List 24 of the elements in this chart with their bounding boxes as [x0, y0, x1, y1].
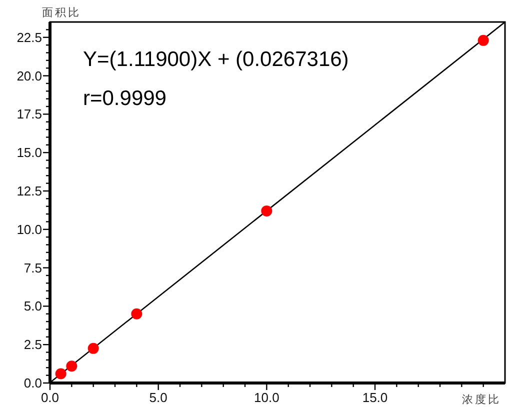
- point: [88, 342, 99, 354]
- annotation: Y=(1.11900)X + (0.0267316): [83, 48, 349, 71]
- y-tick-label: 12.5: [16, 183, 42, 198]
- y-tick-label: 17.5: [16, 106, 42, 122]
- x-tick-label: 5.0: [149, 390, 168, 405]
- point: [66, 360, 78, 372]
- annotation: r=0.9999: [83, 87, 166, 110]
- y-tick-label: 0.0: [24, 376, 42, 390]
- point: [55, 368, 66, 380]
- y-tick-label: 7.5: [24, 260, 42, 276]
- x-tick-label: 0.0: [40, 390, 60, 405]
- y-tick-label: 5.0: [24, 298, 42, 314]
- y-tick-label: 15.0: [16, 145, 42, 160]
- point: [131, 308, 142, 320]
- point: [478, 34, 489, 46]
- y-tick-label: 2.5: [24, 337, 42, 352]
- y-tick-label: 22.5: [16, 30, 42, 45]
- y-tick-label: 20.0: [16, 68, 42, 84]
- y-axis-title: 面积比: [42, 6, 81, 19]
- point: [261, 205, 272, 216]
- y-tick-label: 10.0: [16, 222, 42, 237]
- x-tick-label: 15.0: [362, 390, 388, 405]
- x-axis-title: 浓度比: [462, 393, 501, 406]
- x-tick-label: 10.0: [254, 390, 280, 405]
